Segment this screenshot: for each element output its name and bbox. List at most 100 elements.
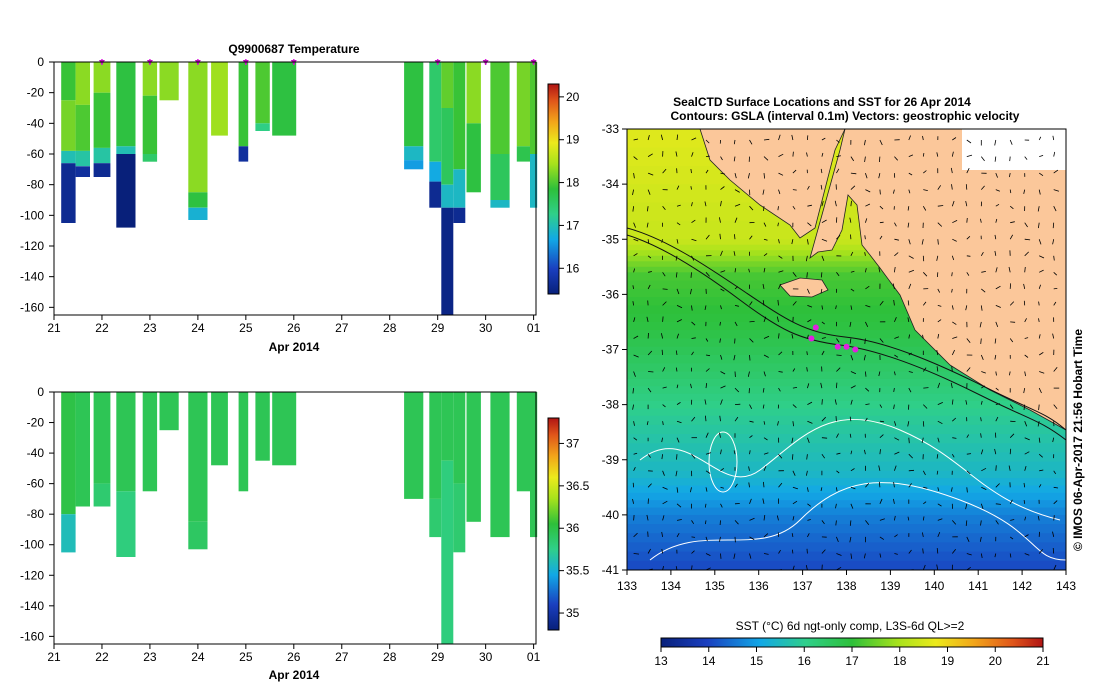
seal-location <box>843 343 850 350</box>
velocity-vector <box>662 421 664 426</box>
velocity-vector <box>995 305 1001 308</box>
velocity-vector <box>691 351 694 356</box>
velocity-vector <box>836 553 842 556</box>
x-tick-label: 27 <box>335 321 349 335</box>
velocity-vector <box>994 139 997 146</box>
velocity-vector <box>661 548 663 554</box>
velocity-vector <box>691 520 695 525</box>
velocity-vector <box>821 321 825 325</box>
velocity-vector <box>691 137 697 141</box>
velocity-vector <box>979 536 982 542</box>
velocity-vector <box>1010 221 1015 224</box>
velocity-vector <box>1010 519 1015 521</box>
y-tick-label: -120 <box>20 239 44 253</box>
velocity-vector <box>691 321 696 326</box>
velocity-vector <box>633 138 639 141</box>
velocity-vector <box>994 354 997 360</box>
velocity-vector <box>923 501 927 505</box>
profile-layer <box>188 192 208 208</box>
velocity-vector <box>763 173 765 179</box>
x-tick-label: 25 <box>239 650 253 664</box>
velocity-vector <box>936 152 939 157</box>
velocity-vector <box>937 437 940 443</box>
profile-layer <box>530 392 538 538</box>
velocity-vector <box>633 452 638 455</box>
velocity-vector <box>865 268 867 273</box>
velocity-vector <box>894 222 897 227</box>
velocity-vector <box>778 153 784 157</box>
profile-layer <box>188 62 208 193</box>
velocity-vector <box>647 284 651 290</box>
velocity-vector <box>936 454 939 459</box>
velocity-vector <box>821 305 823 310</box>
velocity-vector <box>1009 139 1013 145</box>
velocity-vector <box>1053 151 1056 157</box>
velocity-vector <box>647 153 653 157</box>
velocity-vector <box>879 338 884 343</box>
velocity-vector <box>1009 301 1015 306</box>
profile-layer <box>490 392 510 538</box>
velocity-vector <box>864 156 866 163</box>
velocity-vector <box>865 305 871 308</box>
velocity-vector <box>820 272 823 278</box>
velocity-vector <box>778 482 783 488</box>
velocity-vector <box>733 139 736 145</box>
velocity-vector <box>922 205 927 211</box>
velocity-vector <box>778 333 780 339</box>
velocity-vector <box>1038 172 1044 177</box>
profile-layer <box>429 498 442 538</box>
velocity-vector <box>1009 205 1014 210</box>
profile-layer <box>453 62 466 170</box>
velocity-vector <box>850 371 857 375</box>
velocity-vector <box>749 301 753 306</box>
velocity-vector <box>633 515 635 521</box>
imos-credit: © IMOS 06-Apr-2017 21:56 Hobart Time <box>1071 329 1085 551</box>
profile-layer <box>93 147 111 164</box>
velocity-vector <box>675 566 678 570</box>
sst-band <box>627 355 1066 364</box>
velocity-vector <box>807 288 810 294</box>
velocity-vector <box>648 371 654 373</box>
velocity-vector <box>792 454 794 460</box>
velocity-vector <box>705 470 711 474</box>
colorbar-tick-label: 17 <box>566 218 580 232</box>
velocity-vector <box>893 189 895 194</box>
profile-layer <box>238 146 249 162</box>
velocity-vector <box>922 532 924 537</box>
velocity-vector <box>792 500 798 505</box>
velocity-vector <box>951 366 953 372</box>
velocity-vector <box>821 337 826 339</box>
velocity-vector <box>952 220 958 224</box>
velocity-vector <box>937 420 943 425</box>
velocity-vector <box>863 553 866 559</box>
velocity-vector <box>1024 569 1026 570</box>
velocity-vector <box>995 503 1001 505</box>
velocity-vector <box>676 503 682 508</box>
colorbar-tick-label: 20 <box>566 90 580 104</box>
y-tick-label: -140 <box>20 599 44 613</box>
colorbar-tick-label: 18 <box>893 654 907 668</box>
velocity-vector <box>1053 288 1058 290</box>
sst-band <box>627 261 1066 268</box>
velocity-vector <box>675 470 678 477</box>
velocity-vector <box>951 151 954 157</box>
velocity-vector <box>1009 433 1015 438</box>
velocity-vector <box>865 403 870 405</box>
velocity-vector <box>1024 451 1030 455</box>
profile-layer <box>61 392 76 515</box>
sst-colorbar <box>660 637 1044 648</box>
velocity-vector <box>734 234 736 240</box>
profile-layer <box>93 163 111 177</box>
velocity-vector <box>1024 465 1027 471</box>
velocity-vector <box>720 449 722 455</box>
velocity-vector <box>863 354 866 361</box>
velocity-vector <box>720 186 725 190</box>
velocity-vector <box>749 235 753 240</box>
velocity-vector <box>966 453 972 455</box>
velocity-vector <box>792 387 798 389</box>
profile-layer <box>441 108 454 185</box>
velocity-vector <box>980 417 982 422</box>
velocity-vector <box>747 371 750 377</box>
velocity-vector <box>850 251 854 256</box>
velocity-vector <box>763 371 766 377</box>
